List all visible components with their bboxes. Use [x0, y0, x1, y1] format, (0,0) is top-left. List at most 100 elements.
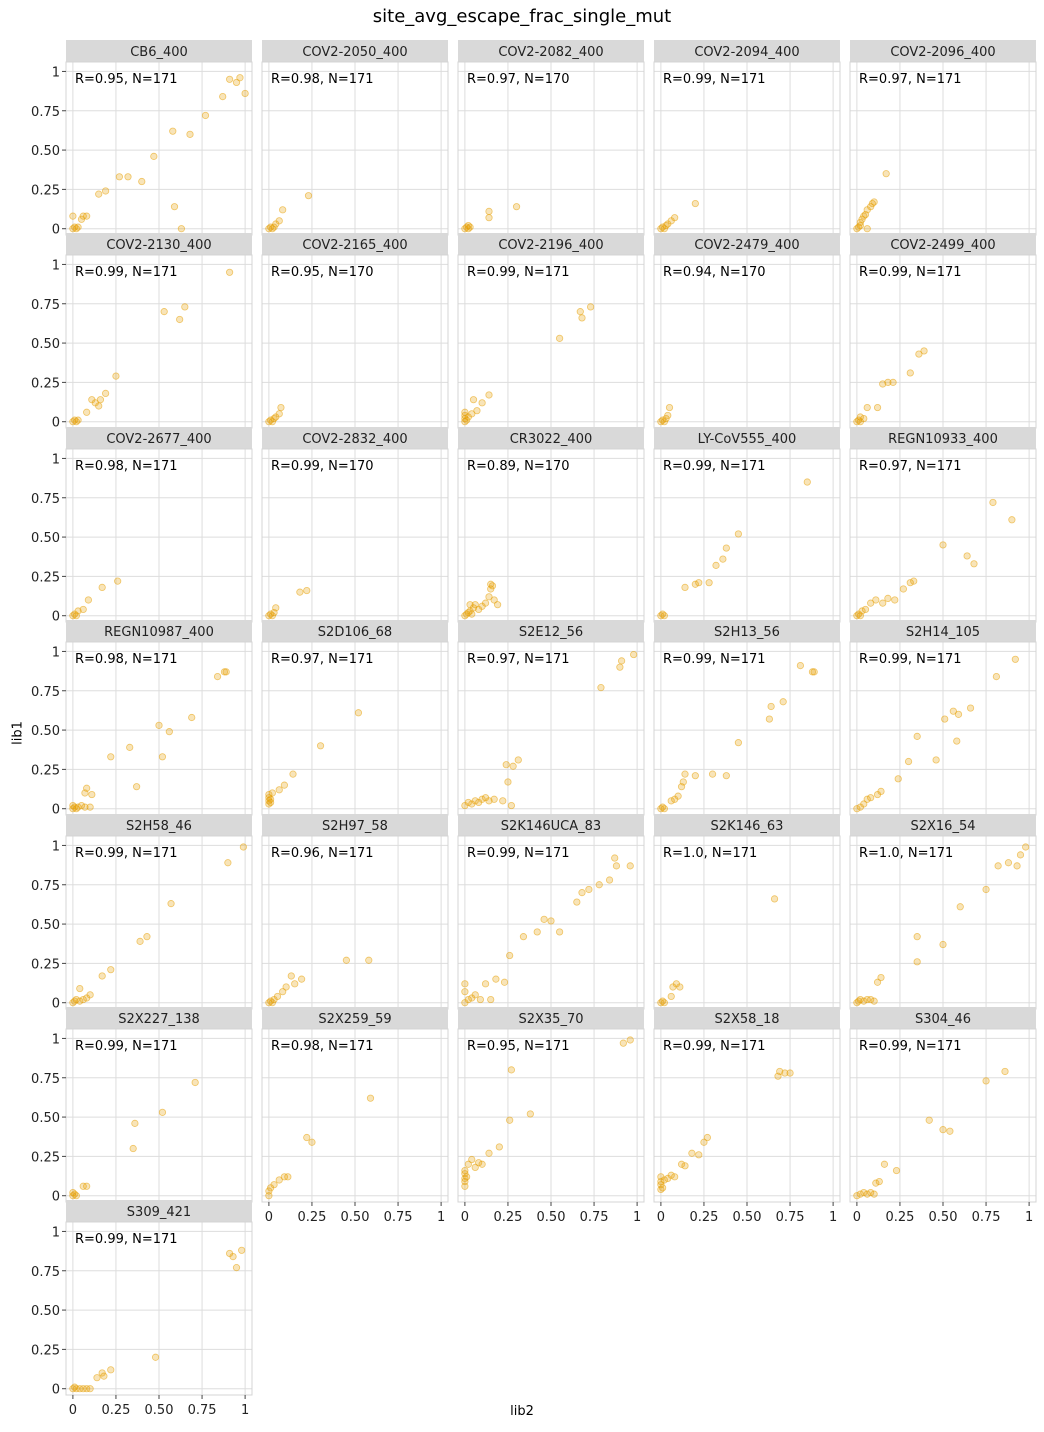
correlation-annotation: R=0.97, N=171	[271, 652, 374, 667]
facet-title: S2H97_58	[322, 819, 388, 834]
facet-title: S2H58_46	[126, 819, 192, 834]
data-point	[79, 995, 87, 1004]
data-point	[863, 225, 871, 233]
facet-title: COV2-2479_400	[694, 238, 799, 253]
data-point	[461, 980, 469, 988]
x-tick-label: 0.50	[929, 1210, 958, 1225]
data-point	[188, 713, 196, 722]
data-point	[879, 599, 887, 607]
data-point	[102, 389, 110, 397]
correlation-annotation: R=1.0, N=171	[859, 846, 953, 861]
y-tick-label: 1	[52, 839, 60, 854]
correlation-annotation: R=0.95, N=170	[271, 265, 374, 280]
facet-strip	[654, 1007, 840, 1029]
facet-title: COV2-2096_400	[890, 45, 995, 60]
data-point	[114, 577, 122, 585]
data-point	[303, 1133, 311, 1142]
data-point	[884, 594, 892, 603]
data-point	[695, 579, 703, 587]
y-tick-label: 0.50	[31, 144, 60, 159]
x-tick-label: 0	[69, 1403, 77, 1418]
facet-panel: S2D106_68 R=0.97, N=171	[261, 620, 449, 819]
data-point	[275, 1176, 283, 1184]
facet-title: S2X58_18	[714, 1012, 779, 1027]
y-tick-label: 0.25	[31, 376, 60, 391]
y-tick-label: 1	[52, 1225, 60, 1240]
data-point	[464, 798, 472, 807]
correlation-annotation: R=0.98, N=171	[271, 1039, 374, 1054]
data-point	[906, 369, 914, 377]
data-point	[72, 995, 80, 1004]
facet-title: S2K146_63	[711, 819, 784, 834]
x-tick-label: 0.25	[493, 1210, 522, 1225]
data-point	[870, 997, 878, 1005]
data-point	[667, 1171, 675, 1179]
data-point	[618, 657, 626, 665]
facet-strip	[654, 427, 840, 449]
data-point	[69, 1188, 77, 1197]
data-point	[677, 1160, 686, 1168]
data-point	[115, 173, 123, 181]
data-point	[880, 1160, 889, 1168]
data-point	[81, 803, 89, 811]
facet-panel: COV2-2196_400 R=0.99, N=171	[457, 233, 645, 432]
data-point	[490, 795, 498, 803]
data-point	[1001, 1067, 1009, 1076]
x-tick-label: 0	[461, 1210, 469, 1225]
data-point	[107, 966, 115, 974]
facet-strip	[66, 1007, 252, 1029]
data-point	[279, 988, 287, 996]
data-point	[461, 408, 469, 416]
data-point	[853, 1192, 861, 1200]
data-point	[86, 1385, 94, 1393]
y-tick-label: 0	[52, 1190, 60, 1205]
data-point	[616, 663, 624, 671]
correlation-annotation: R=0.95, N=171	[467, 1039, 570, 1054]
data-point	[304, 192, 313, 200]
data-point	[705, 579, 713, 587]
data-point	[708, 770, 717, 778]
data-point	[1004, 859, 1013, 867]
data-point	[882, 170, 890, 178]
data-point	[238, 1246, 246, 1254]
data-point	[681, 770, 689, 778]
data-point	[619, 1039, 627, 1047]
data-point	[611, 854, 619, 862]
data-point	[201, 111, 210, 120]
y-tick-label: 0	[52, 223, 60, 238]
data-point	[487, 995, 495, 1004]
data-point	[674, 792, 682, 800]
y-tick-label: 0.25	[31, 763, 60, 778]
data-point	[226, 75, 234, 83]
data-point	[74, 803, 82, 811]
facet-title: S2K146UCA_83	[501, 819, 601, 834]
data-point	[241, 89, 249, 98]
x-tick-label: 1	[437, 1210, 445, 1225]
facet-strip	[66, 620, 252, 642]
data-point	[858, 607, 866, 615]
data-point	[471, 991, 479, 999]
facet-title: COV2-2196_400	[498, 238, 603, 253]
data-point	[595, 881, 603, 889]
data-point	[578, 889, 586, 897]
y-tick-label: 0.75	[31, 1265, 60, 1280]
data-point	[485, 207, 493, 216]
data-point	[279, 206, 287, 214]
data-point	[476, 995, 484, 1004]
facet-title: CB6_400	[130, 45, 188, 60]
facet-title: COV2-2499_400	[890, 238, 995, 253]
facet-title: S2X16_54	[910, 819, 975, 834]
data-point	[856, 413, 864, 421]
x-axis-label: lib2	[510, 1404, 534, 1419]
data-point	[96, 396, 105, 404]
data-point	[232, 1264, 241, 1272]
correlation-annotation: R=0.99, N=171	[663, 72, 766, 87]
data-point	[681, 583, 689, 592]
data-point	[810, 668, 818, 676]
x-tick-label: 0.25	[101, 1403, 130, 1418]
data-point	[86, 991, 94, 999]
facet-title: S2X227_138	[118, 1012, 200, 1027]
data-point	[925, 1116, 933, 1124]
data-point	[576, 308, 584, 316]
data-point	[488, 582, 497, 590]
